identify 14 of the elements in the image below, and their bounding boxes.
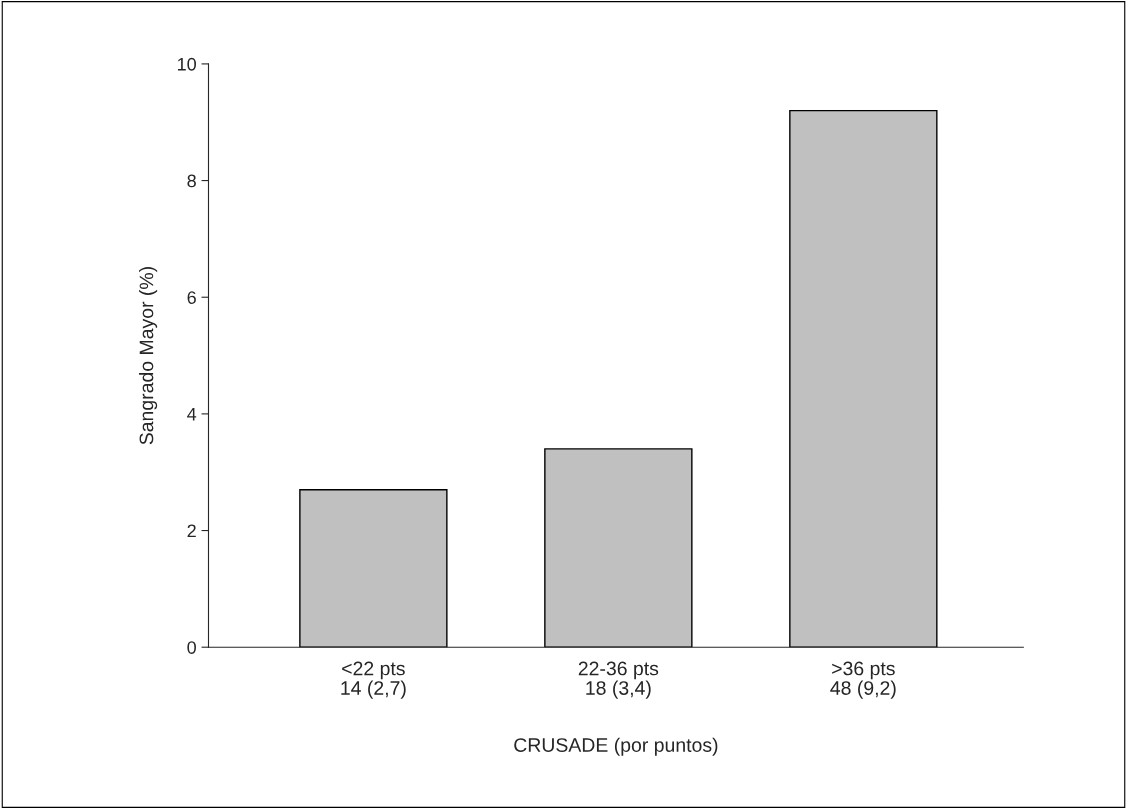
x-tick-label: 22-36 pts 18 (3,4) xyxy=(578,661,659,699)
y-tick-label: 6 xyxy=(187,291,196,304)
y-tick-label: 8 xyxy=(187,174,196,188)
x-tick-label: >36 pts 48 (9,2) xyxy=(830,661,896,699)
x-axis-title: CRUSADE (por puntos) xyxy=(514,737,718,756)
bar xyxy=(544,448,693,648)
y-tick-label: 2 xyxy=(187,524,196,538)
y-tick-label: 4 xyxy=(187,408,197,421)
y-tick-label: 0 xyxy=(187,641,196,654)
bar xyxy=(299,489,448,648)
bar xyxy=(789,109,938,648)
x-tick-label: <22 pts 14 (2,7) xyxy=(341,661,406,699)
y-tick-label: 10 xyxy=(177,57,196,71)
y-axis-title: Sangrado Mayor (%) xyxy=(139,267,158,445)
